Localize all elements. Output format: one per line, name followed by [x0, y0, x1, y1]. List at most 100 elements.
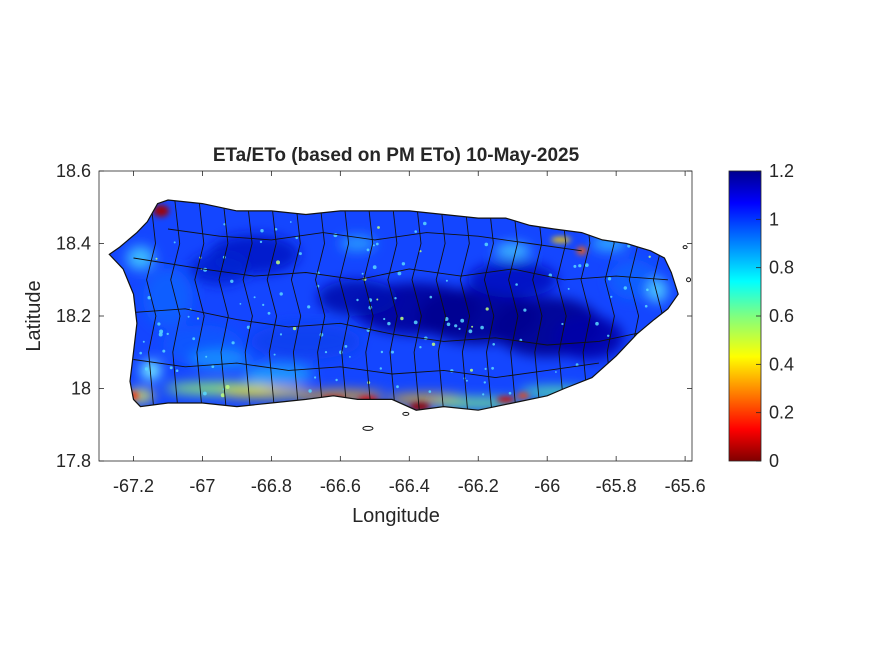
- value-blob: [189, 349, 250, 370]
- value-speck: [468, 329, 473, 334]
- value-speck: [262, 303, 265, 306]
- value-speck: [324, 351, 328, 354]
- value-speck: [375, 242, 379, 246]
- value-speck: [561, 322, 564, 326]
- value-speck: [429, 295, 433, 299]
- municipality-boundary: [556, 200, 567, 411]
- value-speck: [273, 353, 276, 356]
- value-blob: [153, 204, 170, 217]
- value-speck: [196, 317, 200, 320]
- x-tick-label: -66.8: [251, 476, 292, 496]
- value-speck: [460, 318, 465, 323]
- value-speck: [446, 322, 451, 327]
- value-blob: [467, 261, 558, 298]
- y-tick-label: 17.8: [56, 451, 91, 471]
- offshore-islet: [402, 411, 410, 416]
- value-speck: [605, 228, 610, 233]
- x-tick-label: -66.2: [458, 476, 499, 496]
- value-blob: [517, 392, 530, 399]
- value-blob: [126, 246, 155, 270]
- value-blob: [494, 242, 531, 259]
- value-speck: [419, 346, 422, 349]
- value-speck: [567, 287, 570, 290]
- value-speck: [159, 329, 164, 334]
- value-speck: [581, 228, 584, 232]
- x-axis: -67.2 -67 -66.8 -66.6 -66.4 -66.2 -66 -65.8 -65.…: [113, 171, 706, 496]
- value-speck: [192, 337, 196, 341]
- municipality-boundary: [133, 308, 651, 346]
- value-speck: [376, 298, 379, 301]
- value-speck: [483, 381, 486, 384]
- value-speck: [548, 273, 552, 277]
- value-speck: [372, 265, 377, 270]
- value-speck: [223, 223, 226, 226]
- value-speck: [413, 320, 418, 325]
- value-speck: [274, 228, 278, 231]
- value-speck: [492, 343, 496, 346]
- value-speck: [470, 368, 473, 372]
- offshore-islet: [686, 277, 692, 283]
- value-speck: [454, 324, 458, 328]
- value-speck: [555, 371, 557, 373]
- value-speck: [203, 391, 207, 396]
- value-speck: [246, 325, 251, 329]
- y-tick-label: 18.2: [56, 306, 91, 326]
- value-speck: [394, 297, 397, 300]
- value-speck: [419, 250, 422, 253]
- value-speck: [646, 288, 649, 292]
- value-speck: [573, 264, 577, 268]
- value-speck: [260, 229, 264, 233]
- value-speck: [162, 349, 166, 353]
- value-speck: [175, 369, 179, 373]
- coastline: [108, 199, 679, 411]
- municipality-boundary: [387, 200, 398, 411]
- value-speck: [401, 262, 406, 266]
- value-speck: [639, 394, 643, 397]
- x-tick-label: -66.4: [389, 476, 430, 496]
- value-speck: [644, 304, 648, 308]
- value-speck: [239, 303, 242, 305]
- value-speck: [259, 240, 263, 244]
- value-blob: [126, 389, 155, 402]
- value-speck: [298, 252, 302, 256]
- value-speck: [157, 322, 161, 326]
- municipality-boundary: [290, 200, 302, 411]
- chart-title: ETa/ETo (based on PM ETo) 10-May-2025: [213, 145, 580, 166]
- municipality-boundary: [339, 200, 350, 411]
- value-speck: [387, 321, 391, 326]
- value-speck: [220, 393, 225, 398]
- value-speck: [349, 356, 351, 358]
- value-speck: [523, 308, 527, 312]
- value-speck: [578, 264, 582, 268]
- x-tick-label: -67.2: [113, 476, 154, 496]
- value-blob: [553, 315, 624, 360]
- value-speck: [383, 317, 386, 321]
- municipality-boundary: [508, 200, 519, 411]
- value-speck: [639, 341, 643, 345]
- municipality-boundary: [167, 228, 582, 252]
- value-speck: [144, 367, 149, 371]
- value-speck: [482, 393, 485, 396]
- value-speck: [231, 341, 235, 345]
- value-speck: [279, 292, 283, 296]
- value-speck: [485, 307, 489, 311]
- value-speck: [155, 257, 158, 260]
- value-speck: [623, 286, 627, 290]
- value-speck: [607, 277, 612, 281]
- value-blob: [140, 360, 161, 381]
- value-speck: [344, 345, 348, 348]
- value-speck: [173, 241, 176, 244]
- y-tick-label: 18: [71, 379, 91, 399]
- value-speck: [397, 271, 402, 276]
- value-speck: [642, 337, 646, 341]
- municipality-boundary: [459, 200, 471, 411]
- municipality-boundary: [218, 200, 229, 411]
- value-speck: [253, 296, 256, 299]
- value-speck: [575, 223, 578, 226]
- municipality-boundary: [146, 200, 157, 411]
- y-axis-label: Latitude: [23, 280, 45, 351]
- y-tick-label: 18.6: [56, 161, 91, 181]
- value-blob: [550, 236, 571, 243]
- heatmap-layer: [108, 199, 692, 431]
